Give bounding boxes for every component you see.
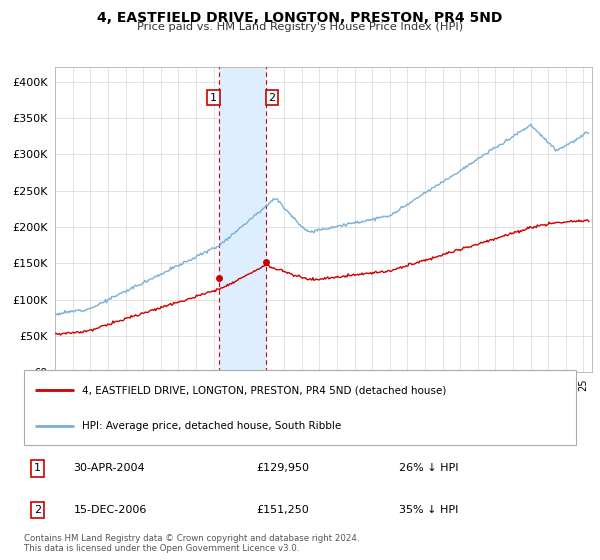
Text: 4, EASTFIELD DRIVE, LONGTON, PRESTON, PR4 5ND (detached house): 4, EASTFIELD DRIVE, LONGTON, PRESTON, PR… <box>82 385 446 395</box>
Text: HPI: Average price, detached house, South Ribble: HPI: Average price, detached house, Sout… <box>82 421 341 431</box>
Text: £151,250: £151,250 <box>256 505 308 515</box>
Text: 4, EASTFIELD DRIVE, LONGTON, PRESTON, PR4 5ND: 4, EASTFIELD DRIVE, LONGTON, PRESTON, PR… <box>97 11 503 25</box>
Text: 15-DEC-2006: 15-DEC-2006 <box>74 505 147 515</box>
Text: 35% ↓ HPI: 35% ↓ HPI <box>400 505 459 515</box>
Text: Price paid vs. HM Land Registry's House Price Index (HPI): Price paid vs. HM Land Registry's House … <box>137 22 463 32</box>
Text: 2: 2 <box>268 93 275 102</box>
Text: 2: 2 <box>34 505 41 515</box>
Bar <box>220 67 266 372</box>
Text: £129,950: £129,950 <box>256 463 309 473</box>
Text: 1: 1 <box>34 463 41 473</box>
Text: 1: 1 <box>210 93 217 102</box>
FancyBboxPatch shape <box>24 370 576 445</box>
Text: Contains HM Land Registry data © Crown copyright and database right 2024.
This d: Contains HM Land Registry data © Crown c… <box>24 534 359 553</box>
Text: 26% ↓ HPI: 26% ↓ HPI <box>400 463 459 473</box>
Text: 30-APR-2004: 30-APR-2004 <box>74 463 145 473</box>
